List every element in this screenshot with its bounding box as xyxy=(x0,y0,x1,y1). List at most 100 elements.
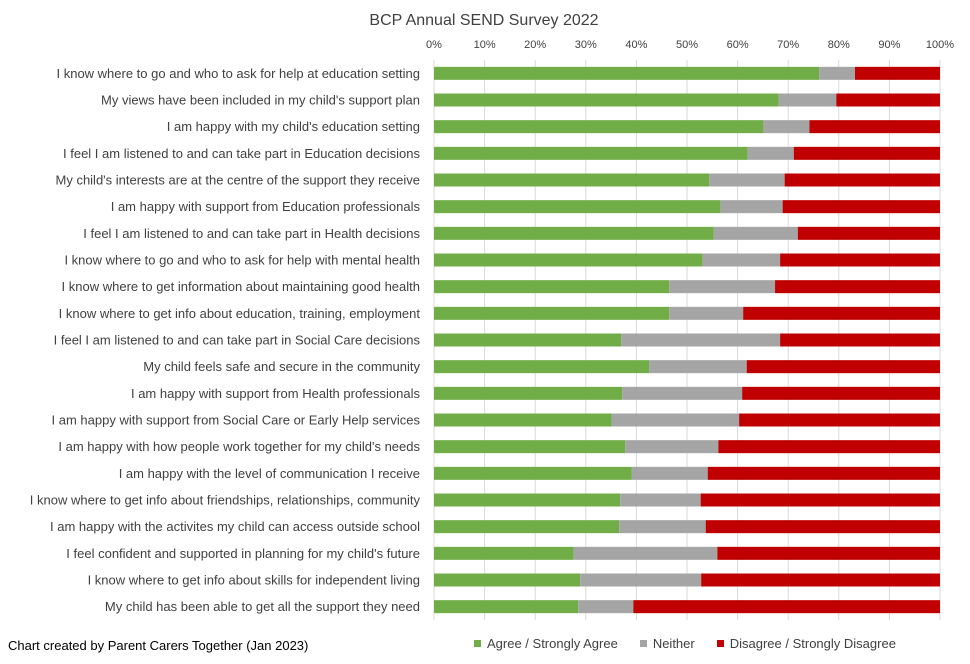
bar-segment xyxy=(434,466,632,480)
bar-segment xyxy=(578,600,634,614)
category-label: I am happy with support from Health prof… xyxy=(131,386,421,401)
bar-segment xyxy=(669,306,744,320)
x-tick-label: 60% xyxy=(727,39,749,51)
category-label: I feel I am listened to and can take par… xyxy=(54,333,421,348)
category-label: I know where to get info about friendshi… xyxy=(30,493,421,508)
category-label: My child has been able to get all the su… xyxy=(105,599,420,614)
legend-item-neither: Neither xyxy=(639,636,695,651)
bar-segment xyxy=(434,306,670,320)
bar-segment xyxy=(709,173,785,187)
bar-segment xyxy=(836,93,940,107)
bar-segment xyxy=(434,386,623,400)
bar-segment xyxy=(434,226,714,240)
category-label: I am happy with my child's education set… xyxy=(167,119,420,134)
category-label: I know where to get info about education… xyxy=(59,306,421,321)
legend-label-neither: Neither xyxy=(652,636,695,651)
x-tick-label: 70% xyxy=(777,39,799,51)
bar-segment xyxy=(434,120,764,134)
bar-segment xyxy=(434,280,670,294)
bar-segment xyxy=(720,200,783,214)
legend-item-disagree: Disagree / Strongly Disagree xyxy=(716,636,896,651)
bar-segment xyxy=(434,146,748,160)
bar-segment xyxy=(625,440,719,454)
category-label: I know where to get info about skills fo… xyxy=(88,573,420,588)
bar-segment xyxy=(434,440,626,454)
category-label: I know where to go and who to ask for he… xyxy=(56,66,420,81)
bar-segment xyxy=(854,66,940,80)
bar-segment xyxy=(780,253,940,267)
x-tick-label: 20% xyxy=(524,39,546,51)
bar-segment xyxy=(713,226,798,240)
bar-segment xyxy=(809,120,940,134)
bar-segment xyxy=(434,253,703,267)
category-label: I feel I am listened to and can take par… xyxy=(83,226,420,241)
legend-label-agree: Agree / Strongly Agree xyxy=(487,636,618,651)
bar-segment xyxy=(669,280,776,294)
bar-segment xyxy=(620,493,701,507)
bar-segment xyxy=(705,520,940,534)
bar-segment xyxy=(621,333,781,347)
bar-segment xyxy=(780,333,940,347)
bar-segment xyxy=(619,520,706,534)
chart-credit: Chart created by Parent Carers Together … xyxy=(8,638,309,653)
x-tick-label: 10% xyxy=(474,39,496,51)
bar-segment xyxy=(702,253,781,267)
category-label: My child's interests are at the centre o… xyxy=(56,173,421,188)
bar-segment xyxy=(747,146,794,160)
bar-segment xyxy=(763,120,810,134)
legend-label-disagree: Disagree / Strongly Disagree xyxy=(729,636,896,651)
bar-segment xyxy=(580,573,702,587)
category-label: I know where to go and who to ask for he… xyxy=(64,253,420,268)
bar-segment xyxy=(611,413,740,427)
category-labels: I know where to go and who to ask for he… xyxy=(30,66,421,614)
bar-segment xyxy=(573,546,718,560)
category-label: I am happy with support from Education p… xyxy=(111,199,421,214)
category-label: I feel confident and supported in planni… xyxy=(66,546,420,561)
x-tick-label: 90% xyxy=(878,39,900,51)
bar-segment xyxy=(775,280,940,294)
bar-segment xyxy=(434,520,620,534)
bar-segment xyxy=(743,306,940,320)
bar-segment xyxy=(797,226,940,240)
bar-segment xyxy=(633,600,940,614)
bar-segment xyxy=(622,386,743,400)
legend-swatch-agree xyxy=(474,640,481,647)
legend-item-agree: Agree / Strongly Agree xyxy=(474,636,618,651)
bar-segment xyxy=(434,200,721,214)
bar-segment xyxy=(434,573,581,587)
category-label: I am happy with support from Social Care… xyxy=(52,413,421,428)
x-tick-label: 30% xyxy=(575,39,597,51)
bar-segment xyxy=(700,493,940,507)
bar-segment xyxy=(434,173,710,187)
bar-segment xyxy=(717,546,940,560)
bar-segment xyxy=(793,146,940,160)
category-label: I know where to get information about ma… xyxy=(62,279,420,294)
category-label: My views have been included in my child'… xyxy=(101,93,420,108)
legend-swatch-disagree xyxy=(716,640,724,647)
bar-segment xyxy=(434,333,622,347)
bar-segment xyxy=(434,413,612,427)
bar-segment xyxy=(631,466,708,480)
bar-segment xyxy=(718,440,940,454)
bar-segment xyxy=(434,600,579,614)
bar-segment xyxy=(782,200,940,214)
bars xyxy=(434,66,940,614)
bar-segment xyxy=(434,66,820,80)
bar-segment xyxy=(434,546,574,560)
category-label: My child feels safe and secure in the co… xyxy=(143,359,420,374)
x-tick-label: 100% xyxy=(926,39,954,51)
bar-segment xyxy=(739,413,940,427)
bar-segment xyxy=(742,386,940,400)
bar-segment xyxy=(649,360,747,374)
bar-segment xyxy=(778,93,837,107)
legend-swatch-neither xyxy=(639,640,647,647)
bar-segment xyxy=(434,493,621,507)
bar-segment xyxy=(434,93,779,107)
category-label: I am happy with how people work together… xyxy=(58,439,420,454)
bar-segment xyxy=(434,360,650,374)
bar-segment xyxy=(701,573,940,587)
bar-segment xyxy=(707,466,940,480)
category-label: I feel I am listened to and can take par… xyxy=(63,146,420,161)
bar-segment xyxy=(784,173,940,187)
category-label: I am happy with the level of communicati… xyxy=(119,466,420,481)
